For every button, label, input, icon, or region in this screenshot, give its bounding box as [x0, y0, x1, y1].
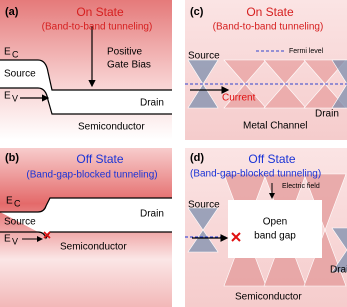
- current-label: Current: [222, 93, 256, 104]
- ev-label: E: [4, 234, 11, 245]
- panel-title: On State: [76, 5, 124, 19]
- panel-label: (a): [5, 6, 19, 18]
- ec-subscript: C: [14, 198, 21, 208]
- band-gap-box: [228, 200, 322, 258]
- ev-subscript: V: [12, 93, 18, 103]
- panel-subtitle: (Band-gap-blocked tunneling): [26, 170, 157, 181]
- bias-label: Positive: [107, 47, 142, 58]
- source-label: Source: [188, 200, 220, 211]
- panel-title: On State: [246, 5, 294, 19]
- bias-label: Gate Bias: [107, 60, 151, 71]
- ev-label: E: [4, 91, 11, 102]
- panel-label: (b): [5, 152, 19, 164]
- band-gap-label: band gap: [254, 231, 296, 242]
- drain-label: Drain: [140, 209, 164, 220]
- source-label: Source: [4, 217, 36, 228]
- drain-label: Drain: [330, 265, 347, 276]
- channel-label: Metal Channel: [243, 121, 307, 132]
- page: Band tunneling diagram {"panels": [ {"la…: [0, 0, 347, 307]
- panel-title: Off State: [76, 152, 123, 166]
- ev-subscript: V: [12, 236, 18, 246]
- panel-label: (c): [190, 6, 204, 18]
- semiconductor-label: Semiconductor: [60, 242, 127, 253]
- drain-label: Drain: [140, 98, 164, 109]
- semiconductor-label: Semiconductor: [235, 292, 302, 303]
- source-label: Source: [188, 51, 220, 62]
- semiconductor-label: Semiconductor: [78, 122, 145, 133]
- panel-subtitle: (Band-to-band tunneling): [213, 22, 324, 33]
- panel-subtitle: (Band-gap-blocked tunneling): [190, 169, 321, 180]
- panel-title: Off State: [248, 152, 295, 166]
- fermi-level-label: Fermi level: [289, 48, 324, 55]
- panel-label: (d): [190, 152, 204, 164]
- figure: (a) On State (Band-to-band tunneling) E …: [0, 0, 347, 307]
- ec-subscript: C: [12, 49, 19, 59]
- ec-label: E: [6, 196, 13, 207]
- ec-label: E: [4, 47, 11, 58]
- band-gap-label: Open: [263, 217, 287, 228]
- body: (a) On State (Band-to-band tunneling) E …: [0, 0, 347, 307]
- field-label: Electric field: [282, 183, 320, 190]
- drain-label: Drain: [315, 109, 339, 120]
- source-label: Source: [4, 69, 36, 80]
- panel-subtitle: (Band-to-band tunneling): [42, 22, 153, 33]
